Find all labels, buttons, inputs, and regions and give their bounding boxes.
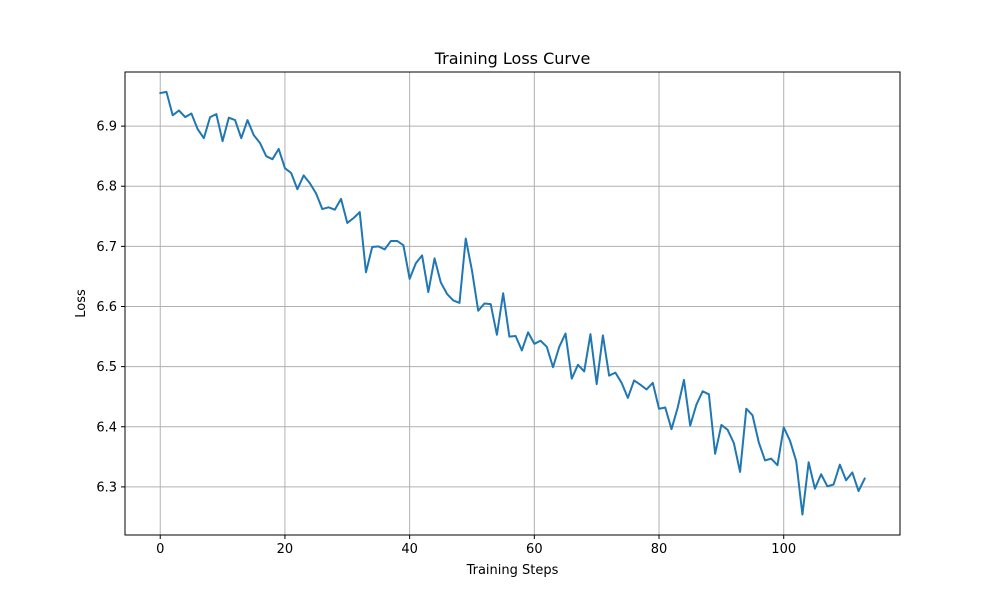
x-tick-label: 40 xyxy=(401,542,418,557)
y-tick-label: 6.4 xyxy=(96,420,117,435)
x-tick-label: 100 xyxy=(771,542,796,557)
x-tick-label: 60 xyxy=(526,542,543,557)
x-tick-label: 0 xyxy=(156,542,164,557)
chart-title: Training Loss Curve xyxy=(434,49,591,68)
x-tick-label: 80 xyxy=(651,542,668,557)
plot-frame xyxy=(124,71,901,536)
y-tick-label: 6.9 xyxy=(96,120,117,135)
y-axis-label: Loss xyxy=(74,289,89,318)
y-tick-label: 6.5 xyxy=(96,360,117,375)
y-tick-label: 6.7 xyxy=(96,240,117,255)
series-layer xyxy=(159,90,866,516)
loss-series-line xyxy=(159,90,866,516)
y-tick-label: 6.6 xyxy=(96,300,117,315)
y-tick-label: 6.3 xyxy=(96,480,117,495)
axis-ticks: 0 20 40 60 80 100 6.3 6.4 6.5 6.6 6.7 6.8 6.9 xyxy=(96,120,796,557)
y-tick-label: 6.8 xyxy=(96,180,117,195)
grid-lines xyxy=(125,72,900,535)
x-axis-label: Training Steps xyxy=(466,563,559,578)
x-tick-label: 20 xyxy=(277,542,294,557)
